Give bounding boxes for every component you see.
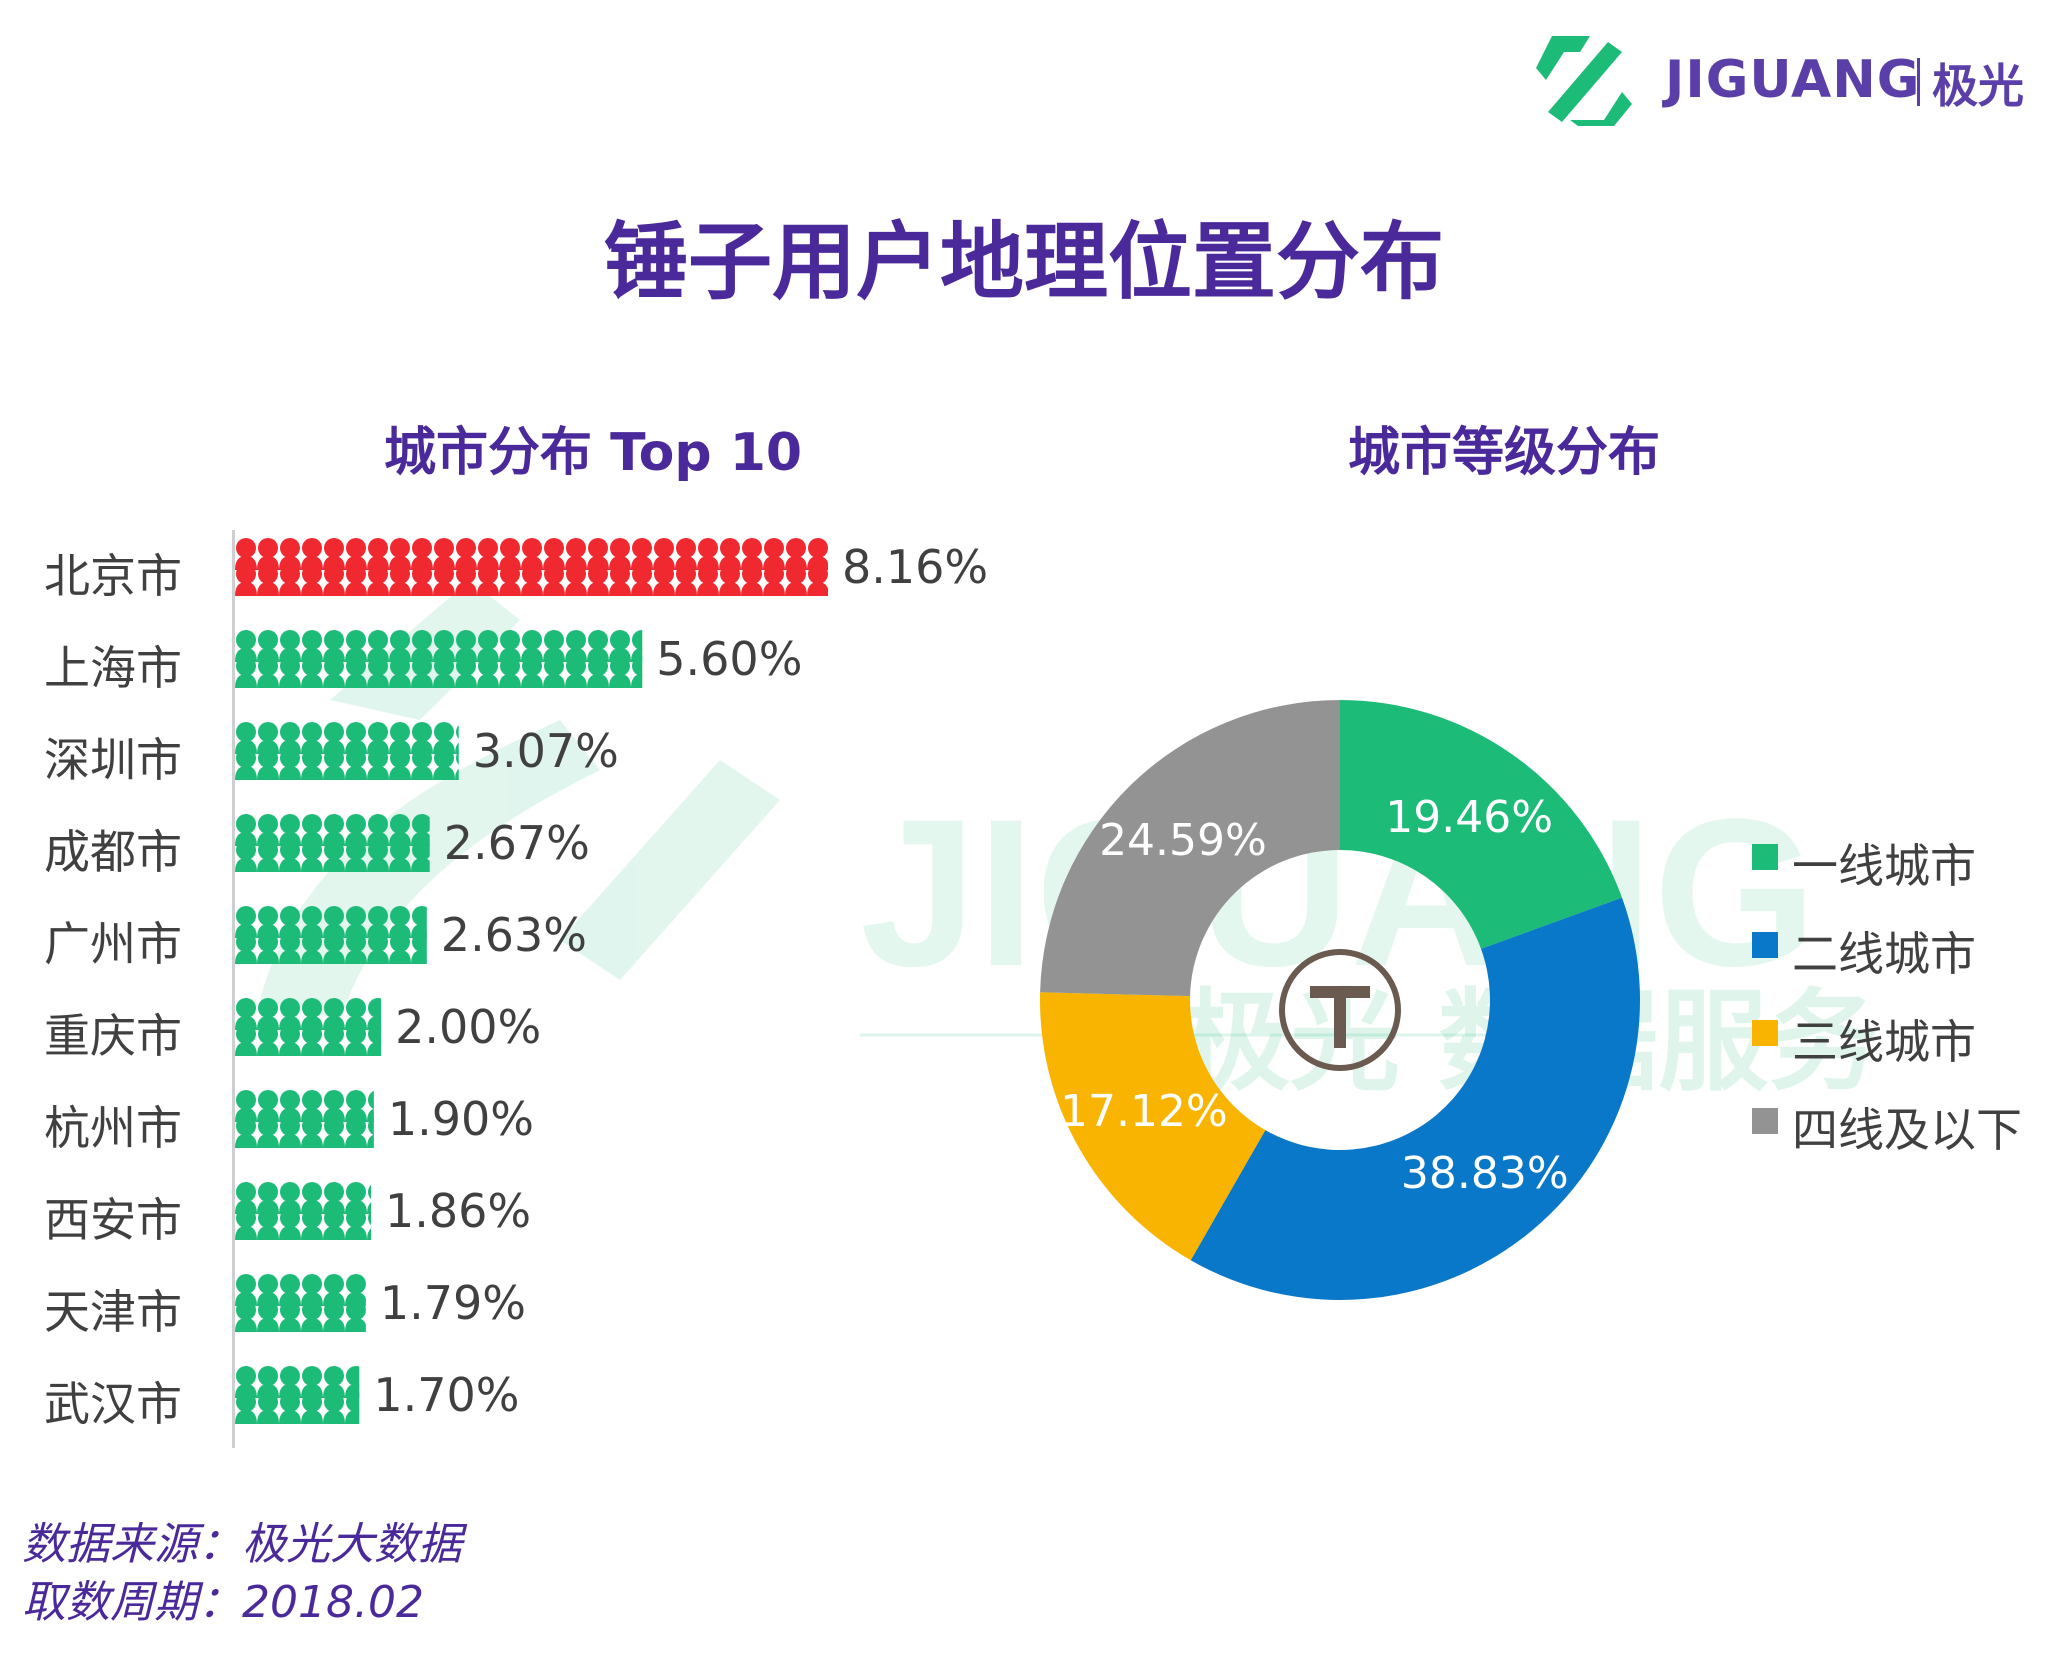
bar-7 bbox=[235, 1090, 374, 1148]
donut-value-label: 24.59% bbox=[1099, 815, 1267, 866]
legend-swatch bbox=[1752, 932, 1778, 958]
legend-swatch bbox=[1752, 1108, 1778, 1134]
bar-10 bbox=[235, 1366, 360, 1424]
city-label: 杭州市 bbox=[44, 1101, 182, 1155]
city-label: 武汉市 bbox=[44, 1377, 182, 1431]
legend-label: 二线城市 bbox=[1792, 927, 1976, 981]
data-period: 取数周期：2018.02 bbox=[22, 1577, 424, 1628]
bar-5 bbox=[235, 906, 427, 964]
brand-name-cn: 极光 bbox=[1932, 59, 2024, 113]
donut-value-label: 17.12% bbox=[1060, 1086, 1228, 1137]
bar-6 bbox=[235, 998, 382, 1056]
legend-label: 三线城市 bbox=[1792, 1015, 1976, 1069]
city-label: 成都市 bbox=[44, 825, 182, 879]
bar-value-label: 5.60% bbox=[656, 632, 803, 686]
bar-4 bbox=[235, 814, 430, 872]
bar-2 bbox=[235, 630, 643, 688]
brand-logo: JIGUANG 极光 bbox=[1530, 28, 2030, 138]
brand-separator bbox=[1917, 58, 1920, 106]
city-top10-title: 城市分布 Top 10 bbox=[384, 423, 803, 483]
legend-swatch bbox=[1752, 1020, 1778, 1046]
city-label: 北京市 bbox=[44, 549, 182, 603]
bar-8 bbox=[235, 1182, 371, 1240]
bar-1 bbox=[235, 538, 828, 596]
bar-value-label: 8.16% bbox=[842, 540, 989, 594]
donut-slice-2 bbox=[1190, 897, 1640, 1300]
bar-value-label: 2.67% bbox=[443, 816, 590, 870]
hammer-logo-icon bbox=[1279, 949, 1401, 1071]
city-label: 深圳市 bbox=[44, 733, 182, 787]
donut-slice-3 bbox=[1040, 992, 1266, 1261]
donut-value-label: 38.83% bbox=[1401, 1148, 1569, 1199]
jiguang-logo-icon bbox=[1536, 36, 1632, 126]
city-label: 重庆市 bbox=[44, 1009, 182, 1063]
city-label: 西安市 bbox=[44, 1193, 182, 1247]
bar-value-label: 1.86% bbox=[384, 1184, 532, 1238]
bar-value-label: 2.63% bbox=[440, 908, 587, 962]
bar-3 bbox=[235, 722, 459, 780]
bar-axis-line bbox=[232, 530, 235, 1448]
city-label: 天津市 bbox=[44, 1285, 182, 1339]
brand-name: JIGUANG bbox=[1665, 50, 1921, 110]
donut-slice-4 bbox=[1040, 700, 1340, 997]
city-tier-title: 城市等级分布 bbox=[1348, 423, 1661, 483]
bar-value-label: 3.07% bbox=[472, 724, 619, 778]
bar-value-label: 1.70% bbox=[373, 1368, 520, 1422]
bar-value-label: 2.00% bbox=[395, 1000, 542, 1054]
city-label: 上海市 bbox=[44, 641, 182, 695]
bar-value-label: 1.90% bbox=[387, 1092, 534, 1146]
legend-label: 四线及以下 bbox=[1792, 1103, 2022, 1157]
city-tier-donut: 19.46% 38.83% 17.12% 24.59% bbox=[1040, 700, 1640, 1300]
city-label: 广州市 bbox=[44, 917, 182, 971]
bar-9 bbox=[235, 1274, 366, 1332]
bar-value-label: 1.79% bbox=[379, 1276, 526, 1330]
donut-value-label: 19.46% bbox=[1385, 792, 1553, 843]
page-title: 锤子用户地理位置分布 bbox=[603, 213, 1444, 311]
legend-swatch bbox=[1752, 844, 1778, 870]
legend-label: 一线城市 bbox=[1792, 839, 1976, 893]
data-source: 数据来源：极光大数据 bbox=[22, 1519, 462, 1570]
people-bars bbox=[235, 538, 828, 1424]
donut-slice-1 bbox=[1340, 700, 1623, 949]
